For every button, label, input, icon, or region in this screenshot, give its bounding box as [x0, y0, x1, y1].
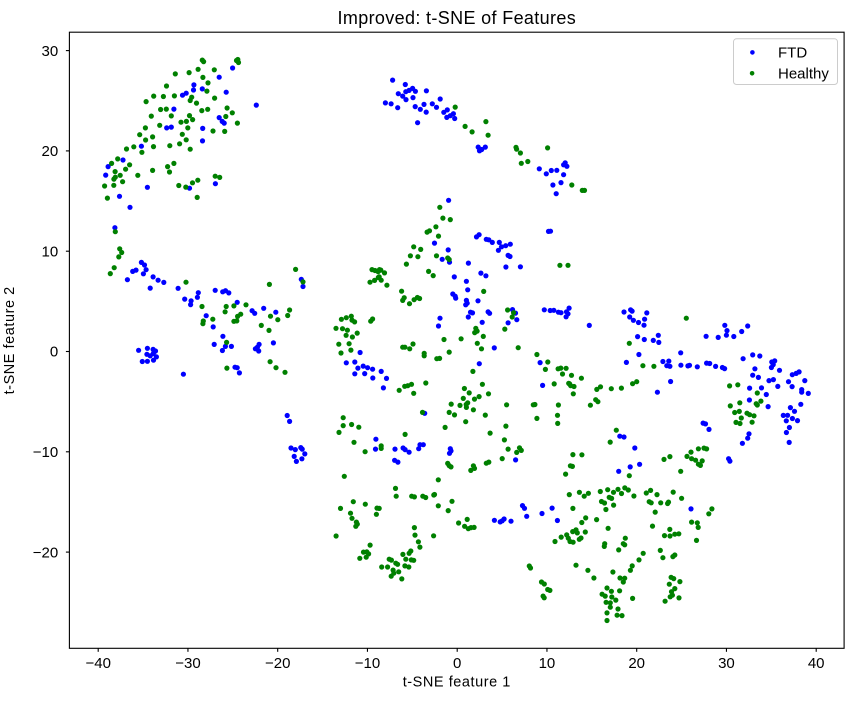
svg-text:20: 20: [628, 655, 645, 672]
svg-text:Improved: t-SNE of Features: Improved: t-SNE of Features: [338, 8, 577, 28]
svg-text:10: 10: [42, 243, 59, 260]
svg-text:−20: −20: [265, 655, 290, 672]
svg-text:−10: −10: [355, 655, 380, 672]
svg-text:0: 0: [453, 655, 461, 672]
svg-text:40: 40: [808, 655, 825, 672]
svg-text:Healthy: Healthy: [778, 66, 829, 83]
svg-text:−40: −40: [85, 655, 110, 672]
svg-text:−20: −20: [33, 544, 58, 561]
svg-text:t-SNE feature 1: t-SNE feature 1: [403, 675, 511, 691]
svg-text:−30: −30: [175, 655, 200, 672]
svg-text:30: 30: [718, 655, 735, 672]
svg-text:0: 0: [50, 344, 58, 361]
svg-text:20: 20: [42, 143, 59, 160]
svg-text:t-SNE feature 2: t-SNE feature 2: [2, 286, 18, 394]
svg-text:30: 30: [42, 43, 59, 60]
svg-text:FTD: FTD: [778, 45, 807, 62]
svg-text:−10: −10: [33, 444, 58, 461]
svg-text:10: 10: [539, 655, 556, 672]
